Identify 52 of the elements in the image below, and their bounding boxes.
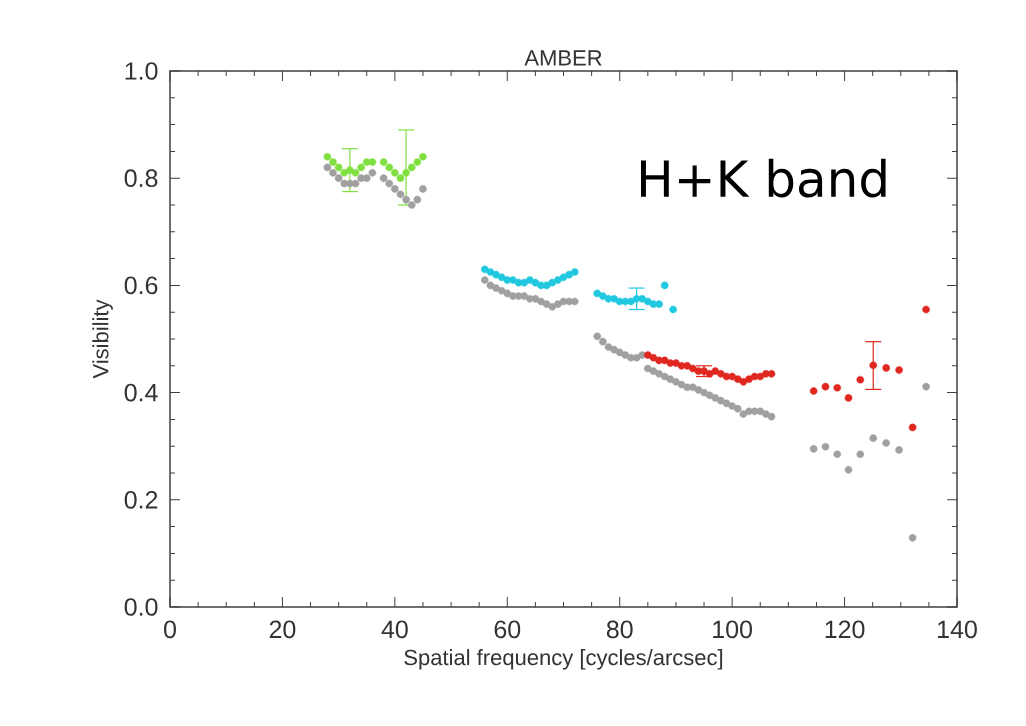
point xyxy=(548,278,557,287)
y-tick-label: 0.2 xyxy=(124,490,158,509)
point xyxy=(895,366,903,374)
y-tick-label: 1.0 xyxy=(125,62,158,80)
point xyxy=(767,370,776,378)
point xyxy=(570,268,579,276)
chart-title: AMBER xyxy=(524,50,602,66)
point xyxy=(756,372,765,381)
x-tick-label: 120 xyxy=(825,620,865,639)
y-axis-title: Visibility xyxy=(92,299,113,379)
point xyxy=(396,174,405,182)
point xyxy=(368,158,377,166)
x-tick-label: 20 xyxy=(269,620,296,639)
point xyxy=(660,281,669,290)
point xyxy=(407,163,416,172)
point xyxy=(833,383,842,392)
point xyxy=(329,158,337,166)
point xyxy=(357,163,365,172)
point xyxy=(882,364,890,372)
point xyxy=(739,378,748,386)
point xyxy=(323,152,332,161)
x-tick-label: 140 xyxy=(938,620,977,639)
point xyxy=(856,375,865,384)
x-tick-label: 40 xyxy=(381,620,408,639)
point xyxy=(655,300,663,308)
point xyxy=(809,387,818,395)
point xyxy=(593,289,602,298)
annotation: H+K band xyxy=(641,158,886,198)
point xyxy=(351,169,360,177)
point xyxy=(413,158,422,166)
y-tick-label: 0.6 xyxy=(124,276,158,295)
point xyxy=(669,305,677,314)
point xyxy=(844,394,853,402)
point xyxy=(419,152,427,161)
point xyxy=(869,361,878,370)
point xyxy=(922,305,930,314)
x-tick-label: 0 xyxy=(164,620,176,639)
point xyxy=(402,169,410,177)
point xyxy=(385,163,394,172)
point xyxy=(728,372,736,381)
y-tick-label: 0.0 xyxy=(124,598,158,616)
point xyxy=(391,169,399,177)
x-tick-label: 60 xyxy=(494,620,521,639)
point xyxy=(379,158,388,166)
point xyxy=(334,163,343,172)
point xyxy=(821,382,830,391)
y-tick-label: 0.8 xyxy=(124,169,158,188)
x-axis-title: Spatial frequency [cycles/arcsec] xyxy=(404,649,723,670)
x-tick-label: 100 xyxy=(713,620,753,639)
x-tick-label: 80 xyxy=(606,620,633,639)
y-tick-label: 0.4 xyxy=(124,383,158,402)
point xyxy=(908,423,917,432)
